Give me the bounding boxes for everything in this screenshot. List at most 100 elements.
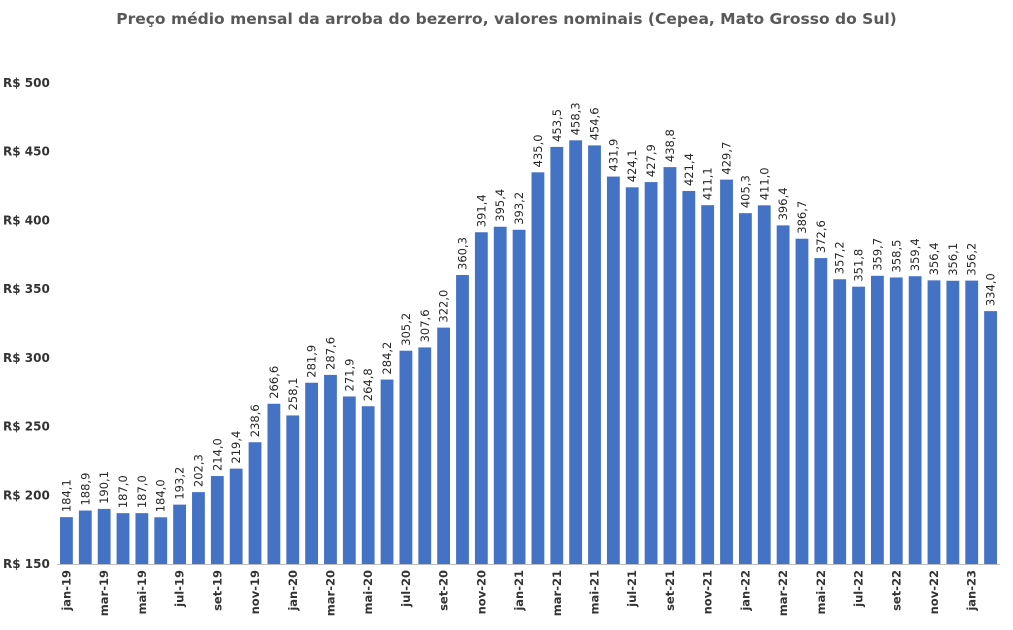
x-tick-label: set-19 xyxy=(210,570,224,611)
y-tick-label: R$ 250 xyxy=(3,420,50,434)
x-axis: jan-19 mar-19 mai-19 jul-19 set-19 nov-19 jan-… xyxy=(59,570,978,616)
bar xyxy=(701,205,715,565)
x-tick-label: jul-20 xyxy=(399,570,413,608)
bar xyxy=(625,187,639,564)
bar xyxy=(569,140,583,564)
data-label: 405,3 xyxy=(738,175,752,208)
x-tick-label: mar-21 xyxy=(550,570,564,616)
x-tick-label: set-21 xyxy=(663,570,677,611)
data-label: 396,4 xyxy=(776,187,790,220)
x-tick-label: mai-21 xyxy=(588,570,602,614)
bar xyxy=(493,226,507,564)
bar xyxy=(814,258,828,564)
y-tick-label: R$ 400 xyxy=(3,213,50,227)
x-tick-label: nov-19 xyxy=(248,570,262,614)
data-label: 202,3 xyxy=(191,454,205,487)
bar xyxy=(927,280,941,564)
bar xyxy=(531,172,545,564)
bar xyxy=(210,476,224,564)
data-label: 258,1 xyxy=(286,378,300,411)
bar xyxy=(361,406,375,564)
bar xyxy=(889,277,903,564)
x-tick-label: jan-22 xyxy=(738,570,752,612)
data-label: 453,5 xyxy=(550,109,564,142)
x-tick-label: mai-20 xyxy=(361,570,375,614)
bar xyxy=(682,191,696,564)
data-label: 187,0 xyxy=(116,475,130,508)
data-label: 411,1 xyxy=(701,167,715,200)
bar xyxy=(399,350,413,564)
x-tick-label: mai-22 xyxy=(814,570,828,614)
x-tick-label: nov-22 xyxy=(927,570,941,614)
bar xyxy=(305,382,319,564)
data-label: 284,2 xyxy=(380,342,394,375)
y-tick-label: R$ 500 xyxy=(3,76,50,90)
data-label: 360,3 xyxy=(455,237,469,270)
data-label: 356,1 xyxy=(946,243,960,276)
bar xyxy=(324,374,337,564)
bar xyxy=(248,442,262,564)
bar xyxy=(437,327,451,564)
data-label: 372,6 xyxy=(814,220,828,253)
bar xyxy=(795,238,809,564)
bar xyxy=(97,508,111,564)
data-label: 411,0 xyxy=(757,167,771,200)
bar xyxy=(871,275,884,564)
y-tick-label: R$ 300 xyxy=(3,351,50,365)
data-label: 358,5 xyxy=(889,240,903,273)
data-label: 187,0 xyxy=(135,475,149,508)
bar xyxy=(965,280,979,564)
data-label: 305,2 xyxy=(399,313,413,346)
bar xyxy=(663,167,677,565)
data-label: 454,6 xyxy=(588,107,602,140)
data-label: 395,4 xyxy=(493,189,507,222)
x-tick-label: nov-20 xyxy=(474,570,488,614)
data-label: 357,2 xyxy=(833,241,847,274)
y-tick-label: R$ 150 xyxy=(3,557,50,571)
data-labels: 184,1 188,9 190,1 187,0 187,0 184,0 193,2 202,3… xyxy=(59,102,997,512)
bar xyxy=(78,510,92,564)
data-label: 287,6 xyxy=(323,337,337,370)
bar xyxy=(550,146,564,564)
bar xyxy=(738,213,752,564)
bar xyxy=(606,176,620,564)
data-label: 435,0 xyxy=(531,134,545,167)
data-label: 190,1 xyxy=(97,471,111,504)
data-label: 351,8 xyxy=(852,249,866,282)
bar xyxy=(474,232,488,564)
data-label: 188,9 xyxy=(78,473,92,506)
data-label: 438,8 xyxy=(663,129,677,162)
bar xyxy=(456,274,469,564)
bar xyxy=(720,179,733,565)
bar xyxy=(757,205,771,564)
x-tick-label: nov-21 xyxy=(701,570,715,614)
x-tick-label: jul-22 xyxy=(852,570,866,608)
bar xyxy=(852,286,865,564)
x-tick-label: set-22 xyxy=(889,570,903,611)
bars xyxy=(60,140,997,565)
x-tick-label: jan-23 xyxy=(965,570,979,612)
bar xyxy=(380,379,394,564)
data-label: 266,6 xyxy=(267,366,281,399)
bar xyxy=(588,145,601,564)
data-label: 393,2 xyxy=(512,192,526,225)
data-label: 391,4 xyxy=(474,194,488,227)
bar xyxy=(418,347,432,564)
data-label: 281,9 xyxy=(305,345,319,378)
bar xyxy=(512,229,526,564)
y-tick-label: R$ 450 xyxy=(3,145,50,159)
data-label: 219,4 xyxy=(229,431,243,464)
bar xyxy=(908,276,922,564)
data-label: 184,1 xyxy=(59,479,73,512)
bar xyxy=(342,396,356,564)
y-axis: R$ 150 R$ 200 R$ 250 R$ 300 R$ 350 R$ 400 R$ 4… xyxy=(3,76,50,571)
data-label: 424,1 xyxy=(625,149,639,182)
data-label: 238,6 xyxy=(248,404,262,437)
data-label: 271,9 xyxy=(342,359,356,392)
bar xyxy=(173,504,186,564)
y-tick-label: R$ 200 xyxy=(3,488,50,502)
x-tick-label: jan-20 xyxy=(286,570,300,612)
data-label: 359,4 xyxy=(908,238,922,271)
x-tick-label: mar-19 xyxy=(97,570,111,616)
x-tick-label: mar-20 xyxy=(323,570,337,616)
